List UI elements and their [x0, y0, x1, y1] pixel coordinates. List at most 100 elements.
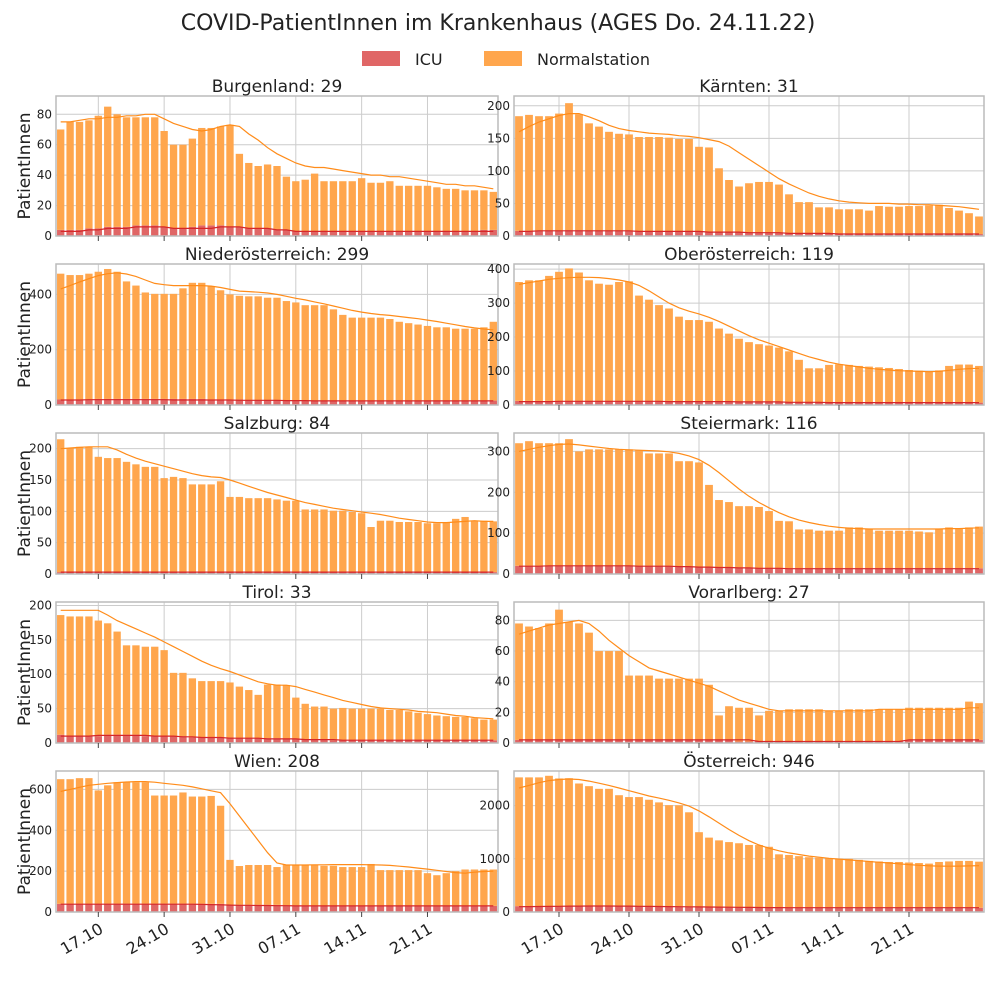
- bar-icu-5-30: [815, 568, 823, 574]
- ytick-label-8-1: 200: [29, 864, 52, 878]
- bar-normal-6-7: [122, 645, 131, 735]
- bar-icu-4-32: [357, 572, 366, 574]
- bar-icu-6-35: [386, 740, 394, 743]
- bar-normal-8-22: [263, 865, 272, 905]
- bar-normal-7-23: [745, 707, 753, 742]
- bar-normal-8-5: [104, 785, 112, 904]
- bar-icu-1-43: [945, 234, 953, 236]
- bar-icu-1-2: [535, 230, 543, 236]
- bar-normal-1-21: [725, 180, 733, 233]
- bar-icu-7-33: [845, 741, 853, 743]
- bar-icu-8-22: [263, 904, 272, 912]
- panel-frame-4: [55, 432, 499, 575]
- bar-normal-5-12: [635, 450, 643, 566]
- bar-normal-1-10: [615, 133, 623, 231]
- bar-icu-8-8: [132, 903, 140, 912]
- ytick-label-3-3: 300: [487, 296, 510, 310]
- bar-icu-1-3: [545, 230, 553, 236]
- bar-icu-4-45: [480, 572, 488, 574]
- bar-normal-5-13: [645, 453, 653, 566]
- bar-normal-6-31: [348, 708, 356, 741]
- bar-icu-7-7: [585, 739, 593, 743]
- bar-normal-6-10: [151, 646, 159, 737]
- bar-normal-0-43: [461, 190, 469, 232]
- bar-icu-6-16: [207, 737, 215, 743]
- bar-icu-3-18: [695, 401, 703, 405]
- ytick-label-4-0: 0: [44, 567, 52, 581]
- bar-icu-4-28: [320, 572, 328, 574]
- bar-icu-2-28: [320, 400, 328, 405]
- bar-normal-7-25: [765, 710, 773, 742]
- bar-normal-2-27: [310, 305, 319, 401]
- bar-normal-2-1: [66, 275, 74, 400]
- bar-normal-1-24: [755, 181, 763, 233]
- bar-normal-3-0: [515, 282, 523, 401]
- xtick-label-9-3: 07.11: [728, 919, 777, 958]
- bar-icu-2-40: [433, 400, 441, 405]
- bar-icu-8-34: [376, 905, 385, 912]
- bar-normal-1-9: [605, 131, 613, 231]
- bar-icu-5-34: [855, 568, 863, 574]
- bar-normal-4-29: [329, 510, 338, 573]
- bar-icu-7-40: [915, 739, 923, 743]
- bar-normal-2-32: [357, 317, 366, 401]
- ytick-label-1-1: 50: [495, 196, 510, 210]
- ytick-label-9-1: 1000: [479, 852, 510, 866]
- bar-icu-8-32: [357, 905, 366, 912]
- trend-icu-1: [519, 230, 979, 235]
- bar-icu-2-20: [245, 400, 253, 405]
- bar-icu-7-3: [545, 739, 553, 743]
- bar-icu-7-24: [755, 741, 763, 743]
- bar-normal-0-6: [113, 114, 121, 227]
- bar-normal-2-10: [151, 293, 159, 399]
- bar-icu-4-15: [198, 572, 206, 574]
- bar-normal-4-17: [216, 481, 225, 573]
- bar-icu-5-23: [745, 567, 753, 574]
- bar-icu-1-24: [755, 232, 763, 236]
- panel-0: 0 20 40 60 80 Burgenland: 29 PatientInnen: [15, 77, 499, 243]
- bar-icu-1-22: [735, 232, 743, 236]
- bar-normal-7-30: [815, 709, 823, 742]
- bar-normal-7-3: [545, 623, 553, 740]
- bar-normal-1-8: [595, 126, 603, 231]
- bar-normal-9-36: [875, 861, 883, 908]
- bar-icu-5-2: [535, 565, 543, 574]
- bar-icu-2-38: [414, 400, 422, 405]
- bar-icu-0-25: [292, 231, 300, 236]
- bar-icu-9-14: [655, 906, 663, 912]
- bar-icu-6-42: [452, 740, 460, 743]
- bar-normal-8-3: [85, 778, 93, 904]
- bar-normal-2-34: [376, 317, 385, 401]
- ytick-label-0-0: 0: [44, 229, 52, 243]
- bar-icu-7-12: [635, 739, 643, 743]
- bar-normal-7-26: [775, 710, 783, 742]
- ytick-label-2-2: 400: [29, 287, 52, 301]
- bar-icu-4-35: [386, 572, 394, 574]
- bar-icu-0-2: [75, 229, 84, 236]
- bar-normal-9-5: [565, 778, 573, 906]
- bar-normal-1-46: [975, 216, 983, 235]
- bar-normal-7-5: [565, 621, 573, 740]
- bar-icu-6-43: [461, 740, 469, 743]
- bar-normal-8-43: [461, 869, 469, 906]
- bar-icu-4-12: [169, 572, 178, 574]
- bar-icu-0-20: [245, 228, 253, 236]
- bar-normal-0-30: [339, 181, 347, 232]
- bar-icu-0-30: [339, 231, 347, 236]
- bar-normal-2-22: [263, 297, 272, 401]
- bar-icu-2-1: [66, 399, 74, 405]
- bar-normal-4-3: [85, 446, 93, 573]
- bar-normal-5-6: [575, 451, 583, 566]
- bar-icu-9-9: [605, 905, 613, 912]
- bar-normal-6-6: [113, 631, 121, 735]
- bar-icu-4-30: [339, 572, 347, 574]
- bar-icu-8-31: [348, 905, 356, 912]
- bar-normal-2-44: [470, 328, 479, 401]
- bar-icu-5-0: [515, 565, 523, 574]
- bar-icu-0-7: [122, 226, 131, 236]
- bar-icu-4-26: [301, 572, 309, 574]
- bar-icu-9-4: [555, 906, 563, 912]
- bar-normal-6-34: [376, 708, 385, 741]
- bar-icu-9-31: [825, 907, 833, 912]
- bar-normal-2-35: [386, 319, 394, 401]
